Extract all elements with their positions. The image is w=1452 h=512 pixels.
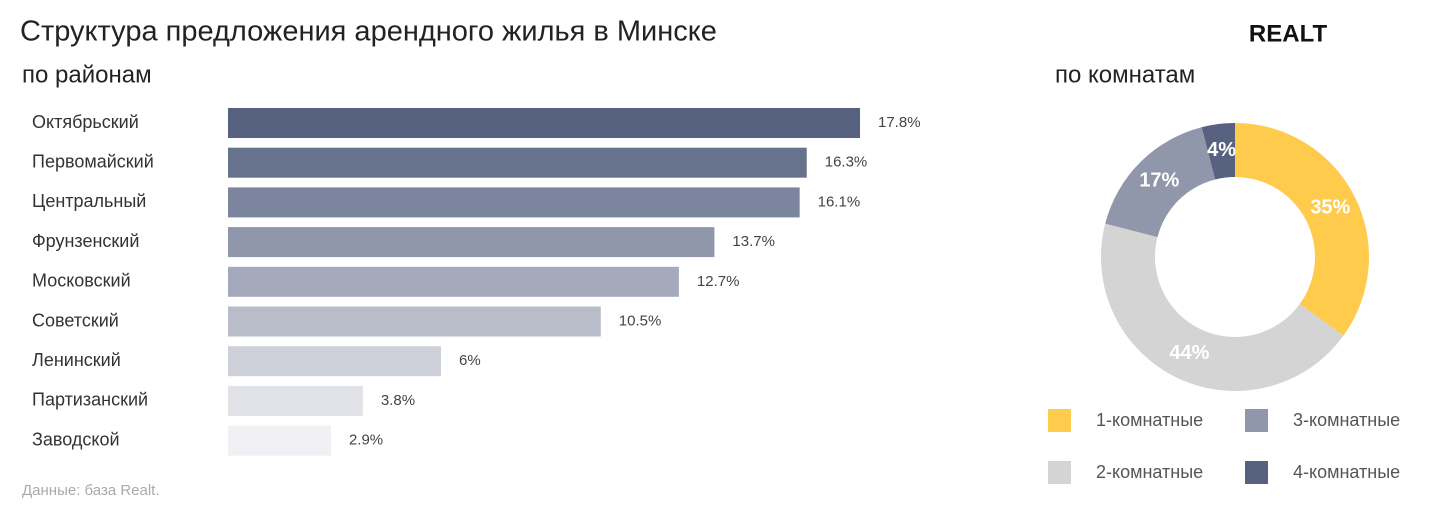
bar — [228, 227, 715, 258]
legend-swatch — [1048, 461, 1071, 484]
bar-subtitle: по районам — [22, 61, 152, 88]
title: Структура предложения арендного жилья в … — [20, 16, 717, 48]
value-label: 10.5% — [619, 312, 662, 329]
value-label: 16.3% — [825, 154, 868, 171]
bar — [228, 108, 860, 138]
slice-label: 35% — [1310, 197, 1350, 219]
category-label: Центральный — [32, 191, 146, 211]
value-label: 2.9% — [349, 432, 383, 449]
legend-label: 3-комнатные — [1293, 410, 1400, 430]
bar — [228, 147, 807, 178]
slice-label: 17% — [1139, 170, 1179, 192]
bar — [228, 306, 601, 337]
value-label: 6% — [459, 352, 481, 369]
pie-subtitle: по комнатам — [1055, 61, 1195, 88]
slice-label: 4% — [1207, 139, 1236, 161]
source: Данные: база Realt. — [22, 482, 160, 499]
value-label: 17.8% — [878, 114, 921, 131]
pie-slice — [1235, 123, 1369, 336]
category-label: Заводской — [32, 429, 120, 449]
slice-label: 44% — [1169, 342, 1209, 364]
value-label: 16.1% — [818, 193, 861, 210]
value-label: 3.8% — [381, 392, 415, 409]
bar — [228, 425, 331, 456]
category-label: Первомайский — [32, 151, 154, 171]
pie-slice — [1100, 223, 1344, 392]
category-label: Октябрьский — [32, 112, 139, 132]
value-label: 12.7% — [697, 273, 740, 290]
bar — [228, 385, 363, 416]
bar — [228, 346, 442, 377]
legend-label: 4-комнатные — [1293, 462, 1400, 482]
category-label: Московский — [32, 271, 131, 291]
value-label: 13.7% — [732, 233, 775, 250]
category-label: Ленинский — [32, 350, 121, 370]
category-label: Партизанский — [32, 390, 148, 410]
pie-slice — [1105, 127, 1216, 238]
legend-swatch — [1245, 409, 1268, 432]
logo: REALT — [1249, 20, 1328, 47]
legend-label: 2-комнатные — [1096, 462, 1203, 482]
legend-swatch — [1245, 461, 1268, 484]
legend-label: 1-комнатные — [1096, 410, 1203, 430]
bar — [228, 266, 679, 297]
legend-swatch — [1048, 409, 1071, 432]
category-label: Советский — [32, 310, 119, 330]
pie-slice — [1201, 123, 1235, 180]
category-label: Фрунзенский — [32, 231, 139, 251]
bar — [228, 187, 800, 218]
